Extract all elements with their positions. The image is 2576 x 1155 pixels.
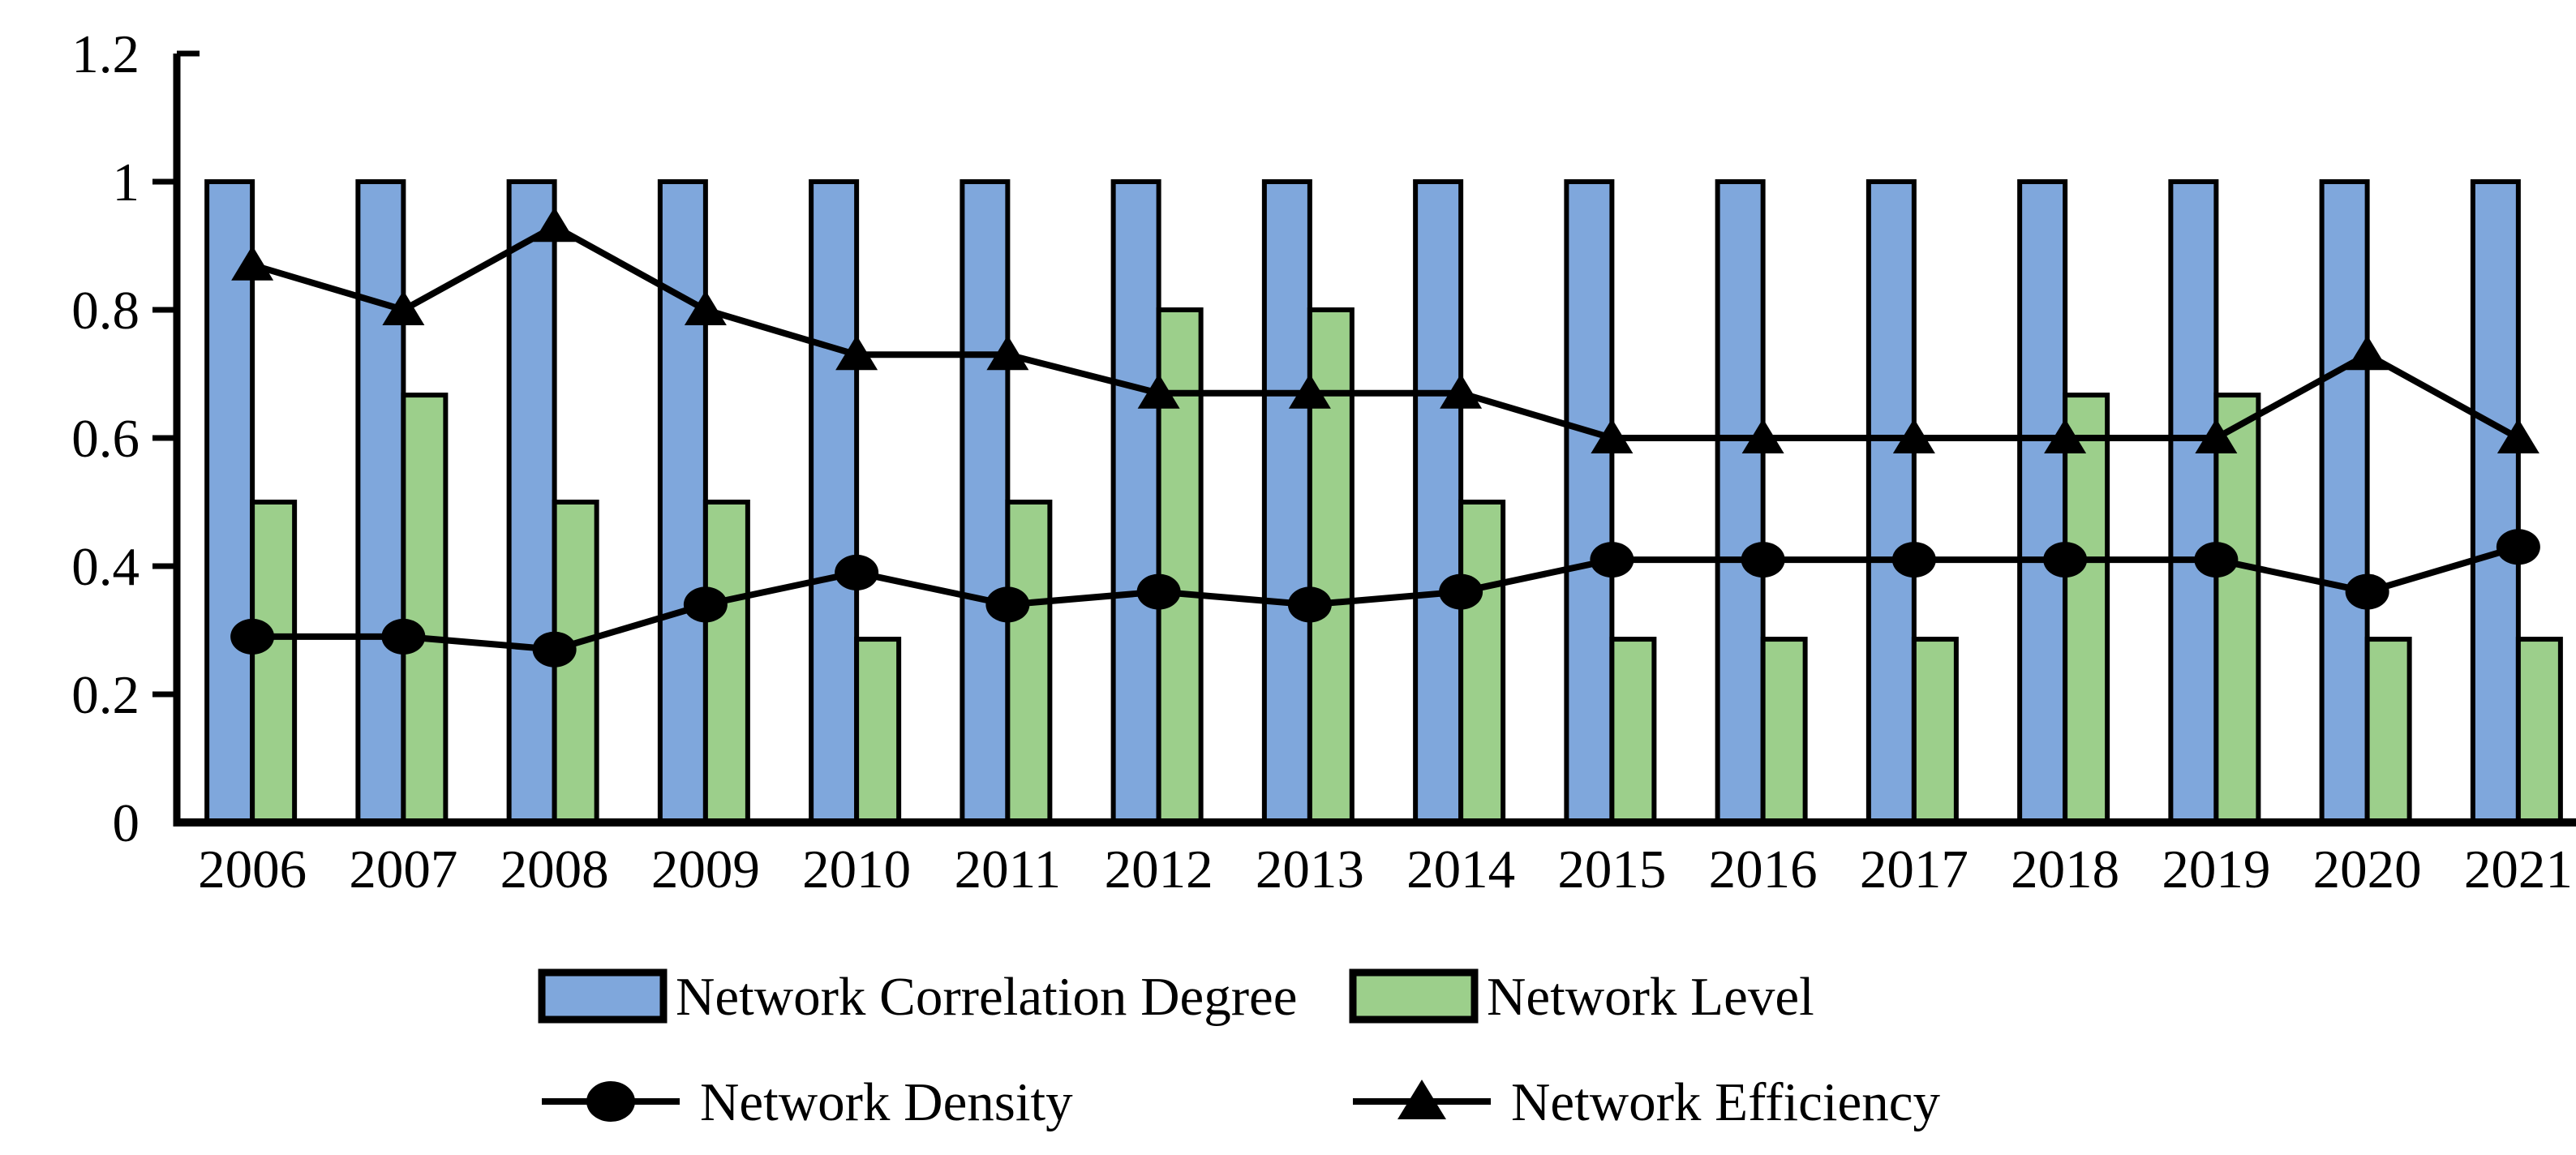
combo-chart: 0 0.2 0.4 0.6 0.8 1 1.2 2006 2007 2008 2009 2010 201… (71, 24, 2576, 1132)
marker-triangle-2015 (1591, 419, 1634, 453)
marker-circle-2009 (683, 586, 728, 623)
marker-circle-2007 (381, 618, 426, 655)
chart-figure: 0 0.2 0.4 0.6 0.8 1 1.2 2006 2007 2008 2009 2010 201… (32, 13, 2576, 1151)
x-axis-label-2008: 2008 (500, 839, 609, 900)
legend-swatch-network-level (1349, 968, 1479, 1024)
y-axis-label-1.2: 1.2 (71, 24, 140, 84)
legend-label-efficiency: Network Efficiency (1511, 1072, 1940, 1132)
legend-label-density: Network Density (700, 1072, 1073, 1132)
bar-correlation-2010 (809, 179, 860, 825)
legend-marker-triangle (1397, 1080, 1446, 1119)
y-axis-label-0.2: 0.2 (71, 665, 140, 725)
legend-label-correlation-degree: Network Correlation Degree (676, 967, 1297, 1027)
marker-triangle-2018 (2044, 419, 2087, 453)
marker-triangle-2020 (2346, 335, 2389, 371)
bar-level-2020 (2364, 637, 2412, 825)
marker-circle-2013 (1287, 586, 1332, 623)
x-axis-label-2014: 2014 (1406, 839, 1515, 900)
y-axis-label-0: 0 (113, 793, 140, 853)
x-axis-label-2012: 2012 (1105, 839, 1213, 900)
marker-triangle-2016 (1741, 419, 1784, 453)
bar-level-2007 (401, 393, 449, 825)
y-axis-label-0.8: 0.8 (71, 281, 140, 341)
bar-correlation-2015 (1564, 179, 1615, 825)
bar-correlation-2017 (1865, 179, 1917, 825)
bar-level-2015 (1609, 637, 1657, 825)
legend-swatch-correlation-degree (538, 968, 668, 1024)
marker-circle-2010 (835, 554, 879, 590)
bar-correlation-2013 (1261, 179, 1312, 825)
marker-circle-2016 (1741, 542, 1785, 578)
bar-correlation-2018 (2017, 179, 2068, 825)
marker-triangle-2013 (1288, 373, 1331, 409)
marker-circle-2018 (2043, 542, 2088, 578)
marker-triangle-2011 (986, 335, 1029, 371)
bar-level-2021 (2515, 637, 2563, 825)
bar-level-2006 (250, 500, 298, 825)
marker-triangle-2010 (835, 335, 878, 371)
marker-circle-2021 (2496, 529, 2540, 565)
marker-circle-2020 (2345, 573, 2389, 610)
line-efficiency (251, 222, 2520, 441)
y-axis-label-0.6: 0.6 (71, 409, 140, 469)
x-axis-label-2006: 2006 (198, 839, 307, 900)
legend-label-network-level: Network Level (1487, 967, 1814, 1027)
bar-level-2011 (1005, 500, 1053, 825)
x-axis-label-2013: 2013 (1256, 839, 1364, 900)
marker-circle-2017 (1891, 542, 1936, 578)
bar-correlation-2014 (1413, 179, 1464, 825)
marker-circle-2011 (985, 586, 1030, 623)
marker-triangle-2017 (1892, 419, 1935, 453)
x-axis-label-2017: 2017 (1860, 839, 1968, 900)
marker-circle-2006 (230, 618, 275, 655)
marker-triangle-2008 (533, 207, 576, 243)
x-axis-label-2010: 2010 (802, 839, 911, 900)
marker-circle-2015 (1590, 542, 1634, 578)
marker-triangle-2007 (382, 290, 425, 325)
line-density (252, 543, 2520, 653)
bar-correlation-2008 (506, 179, 557, 825)
marker-triangle-2019 (2195, 419, 2238, 453)
marker-triangle-2012 (1137, 373, 1180, 409)
marker-circle-2019 (2194, 542, 2239, 578)
bar-level-2018 (2063, 393, 2110, 825)
y-axis-label-1: 1 (113, 152, 140, 213)
marker-triangle-2006 (231, 245, 274, 281)
bar-correlation-2019 (2168, 179, 2219, 825)
marker-circle-2008 (532, 631, 577, 668)
x-axis-label-2015: 2015 (1557, 839, 1666, 900)
bar-correlation-2016 (1715, 179, 1766, 825)
x-axis-label-2009: 2009 (651, 839, 760, 900)
legend-marker-circle (586, 1081, 635, 1122)
bar-correlation-2009 (657, 179, 708, 825)
bar-correlation-2012 (1110, 179, 1161, 825)
bar-level-2019 (2213, 393, 2261, 825)
marker-triangle-2009 (684, 290, 727, 325)
y-axis-label-0.4: 0.4 (71, 537, 140, 597)
x-axis-label-2011: 2011 (955, 839, 1062, 900)
x-axis-label-2020: 2020 (2313, 839, 2422, 900)
bar-correlation-2021 (2470, 179, 2521, 825)
x-axis-label-2019: 2019 (2162, 839, 2270, 900)
x-axis-label-2018: 2018 (2011, 839, 2119, 900)
bar-level-2016 (1760, 637, 1808, 825)
marker-triangle-2021 (2497, 419, 2540, 453)
marker-circle-2014 (1439, 573, 1483, 610)
bar-level-2010 (854, 637, 902, 825)
x-axis-label-2007: 2007 (349, 839, 457, 900)
marker-circle-2012 (1136, 573, 1181, 610)
bar-level-2014 (1458, 500, 1506, 825)
bar-correlation-2020 (2319, 179, 2370, 825)
x-axis-label-2021: 2021 (2464, 839, 2573, 900)
bar-correlation-2007 (355, 179, 406, 825)
x-axis-label-2016: 2016 (1709, 839, 1818, 900)
bar-level-2017 (1911, 637, 1959, 825)
bar-correlation-2011 (960, 179, 1011, 825)
marker-triangle-2014 (1440, 373, 1483, 409)
bar-level-2009 (702, 500, 750, 825)
